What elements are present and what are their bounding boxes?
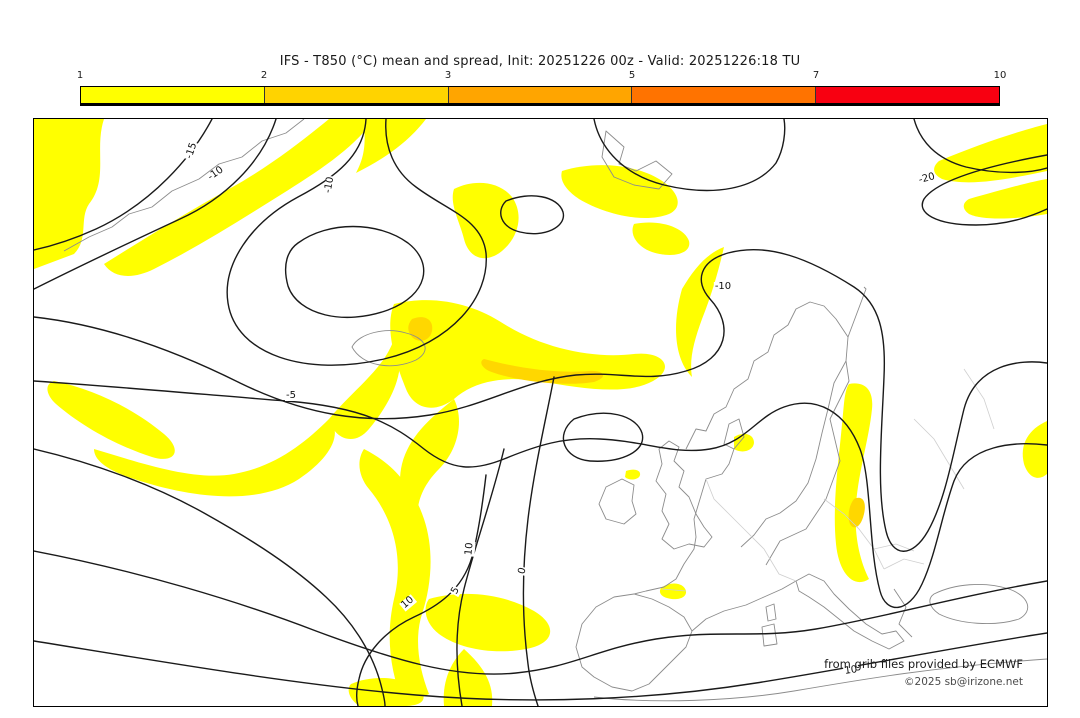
spread-shading-mid bbox=[408, 317, 865, 528]
colorbar-tick-1: 1 bbox=[76, 70, 84, 81]
spread-shading-low bbox=[34, 119, 1047, 706]
contour-label--10: -10 bbox=[713, 281, 733, 292]
country-borders bbox=[661, 368, 995, 592]
colorbar-segment-3-5 bbox=[448, 87, 633, 103]
colorbar-tick-2: 2 bbox=[260, 70, 268, 81]
colorbar-segment-1-2 bbox=[81, 87, 265, 103]
colorbar-tick-7: 7 bbox=[812, 70, 820, 81]
page-title: IFS - T850 (°C) mean and spread, Init: 2… bbox=[279, 54, 801, 69]
colorbar-ticks: 1 2 3 5 7 10 bbox=[76, 70, 1007, 84]
colorbar-segment-7-10 bbox=[816, 87, 999, 103]
colorbar-tick-5: 5 bbox=[628, 70, 636, 81]
attribution-source: from grib files provided by ECMWF bbox=[824, 657, 1023, 671]
colorbar-tick-10: 10 bbox=[993, 70, 1007, 81]
colorbar-segment-5-7 bbox=[632, 87, 817, 103]
contour-label-10: 10 bbox=[463, 541, 476, 557]
weather-map bbox=[34, 119, 1047, 706]
colorbar bbox=[80, 86, 1000, 106]
colorbar-tick-3: 3 bbox=[444, 70, 452, 81]
attribution-copyright: ©2025 sb@irizone.net bbox=[904, 676, 1023, 688]
coastlines bbox=[63, 119, 1047, 702]
attribution: from grib files provided by ECMWF ©2025 … bbox=[824, 657, 1023, 688]
colorbar-segment-2-3 bbox=[264, 87, 449, 103]
temperature-contours bbox=[34, 119, 1047, 706]
map-frame: -15 -10 -10 -20 -10 -5 0 5 10 10 10 from grib file… bbox=[33, 118, 1048, 707]
contour-label--5: -5 bbox=[285, 390, 297, 401]
